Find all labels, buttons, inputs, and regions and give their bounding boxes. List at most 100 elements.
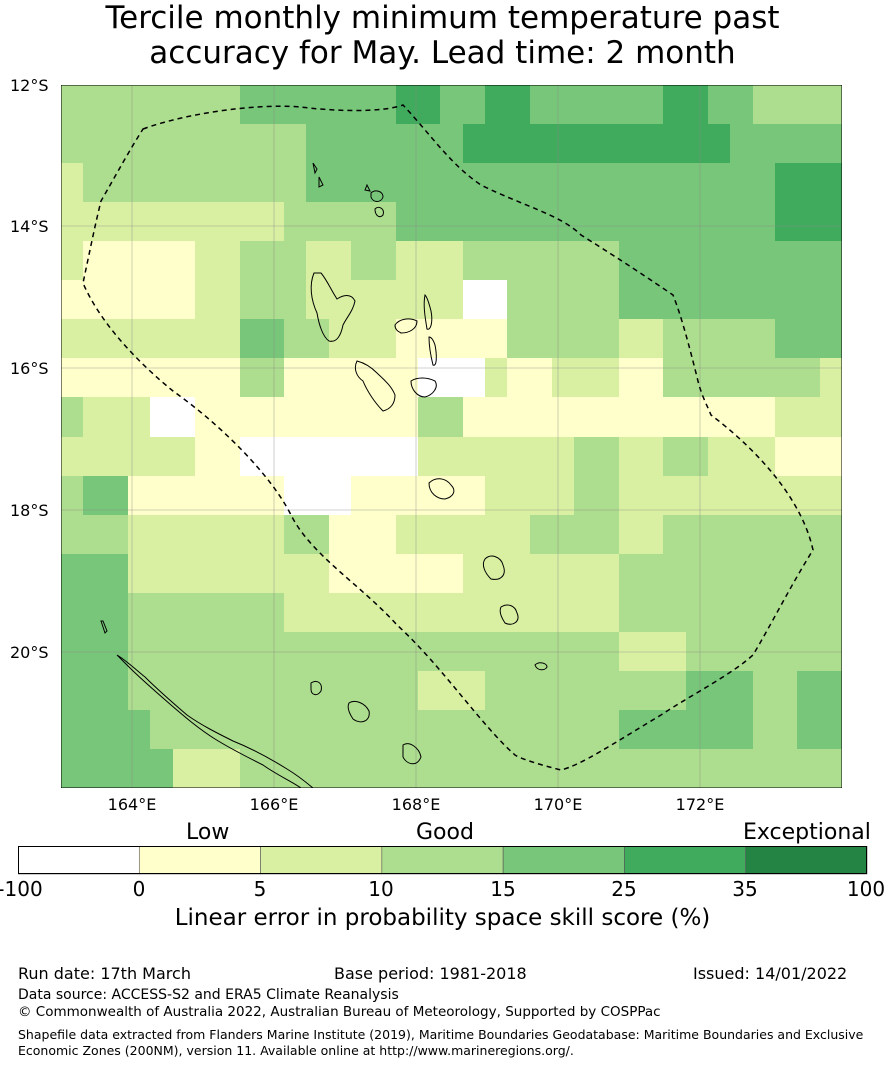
grid-cell xyxy=(418,554,441,594)
grid-cell xyxy=(663,749,687,788)
grid-cell xyxy=(440,749,464,788)
grid-cell xyxy=(329,85,352,125)
grid-cell xyxy=(485,85,508,125)
grid-cell xyxy=(351,749,374,788)
grid-cell xyxy=(530,319,553,359)
grid-cell xyxy=(195,749,218,788)
grid-cell xyxy=(730,749,754,788)
grid-cell xyxy=(820,358,842,398)
grid-cell xyxy=(329,241,352,281)
grid-cell xyxy=(597,476,620,516)
grid-cell xyxy=(396,85,419,125)
grid-cell xyxy=(597,593,620,633)
grid-cell xyxy=(128,554,151,594)
grid-cell xyxy=(485,397,508,438)
grid-cell xyxy=(329,671,352,711)
grid-cell xyxy=(485,671,508,711)
grid-cell xyxy=(463,593,486,633)
grid-cell xyxy=(775,163,798,203)
grid-cell xyxy=(240,85,263,125)
grid-cell xyxy=(686,515,709,555)
grid-cell xyxy=(351,437,374,477)
grid-cell xyxy=(83,358,107,398)
grid-cell xyxy=(61,710,84,750)
grid-cell xyxy=(686,437,709,477)
grid-cell xyxy=(686,85,709,125)
grid-cell xyxy=(730,397,754,438)
grid-cell xyxy=(373,554,397,594)
grid-cell xyxy=(240,710,263,750)
issued-date: Issued: 14/01/2022 xyxy=(693,964,848,983)
grid-cell xyxy=(173,593,196,633)
base-period: Base period: 1981-2018 xyxy=(334,964,527,983)
grid-cell xyxy=(217,202,241,242)
grid-cell xyxy=(552,671,575,711)
grid-cell xyxy=(574,671,598,711)
grid-cell xyxy=(753,749,776,788)
grid-cell xyxy=(61,124,84,164)
epi-island xyxy=(410,377,437,398)
grid-cell xyxy=(173,476,196,516)
grid-cell xyxy=(173,163,196,203)
grid-cell xyxy=(173,397,196,438)
grid-cell xyxy=(619,358,642,398)
grid-cell xyxy=(775,671,798,711)
grid-cell xyxy=(440,554,464,594)
grid-cell xyxy=(240,241,263,281)
grid-cell xyxy=(530,85,553,125)
grid-cell xyxy=(507,749,531,788)
grid-cell xyxy=(686,202,709,242)
grid-cell xyxy=(262,671,285,711)
grid-cell xyxy=(797,554,821,594)
grid-cell xyxy=(440,202,464,242)
grid-cell xyxy=(708,476,731,516)
grid-cell xyxy=(730,554,754,594)
grid-cell xyxy=(708,241,731,281)
grid-cell xyxy=(128,358,151,398)
grid-cell xyxy=(641,358,664,398)
grid-cell xyxy=(463,671,486,711)
grid-cell xyxy=(217,515,241,555)
grid-cell xyxy=(195,163,218,203)
ambrym-island xyxy=(394,318,418,334)
grid-cell xyxy=(262,358,285,398)
grid-cell xyxy=(373,671,397,711)
grid-cell xyxy=(306,554,330,594)
grid-cell xyxy=(284,85,307,125)
grid-cell xyxy=(240,476,263,516)
grid-cell xyxy=(597,163,620,203)
grid-cell xyxy=(619,163,642,203)
grid-cell xyxy=(262,163,285,203)
grid-cell xyxy=(373,124,397,164)
grid-cell xyxy=(708,710,731,750)
grid-cell xyxy=(463,710,486,750)
grid-cell xyxy=(106,163,129,203)
grid-cell xyxy=(106,710,129,750)
grid-cell xyxy=(173,85,196,125)
grid-cell xyxy=(150,749,174,788)
grid-cell xyxy=(797,710,821,750)
grid-cell xyxy=(306,241,330,281)
grid-cell xyxy=(619,202,642,242)
grid-cell xyxy=(641,554,664,594)
grid-cell xyxy=(552,358,575,398)
grid-cell xyxy=(663,515,687,555)
grid-cell xyxy=(217,358,241,398)
grid-cell xyxy=(106,554,129,594)
grid-cell xyxy=(61,319,84,359)
grid-cell xyxy=(329,749,352,788)
grid-cell xyxy=(753,202,776,242)
grid-cell xyxy=(730,710,754,750)
grid-cell xyxy=(418,241,441,281)
grid-cell xyxy=(463,476,486,516)
grid-cell xyxy=(686,710,709,750)
grid-cell xyxy=(351,280,374,320)
grid-cell xyxy=(530,437,553,477)
grid-cell xyxy=(507,319,531,359)
grid-cell xyxy=(396,476,419,516)
grid-cell xyxy=(708,593,731,633)
grid-cell xyxy=(641,710,664,750)
grid-cell xyxy=(106,515,129,555)
grid-cell xyxy=(507,476,531,516)
grid-cell xyxy=(641,85,664,125)
